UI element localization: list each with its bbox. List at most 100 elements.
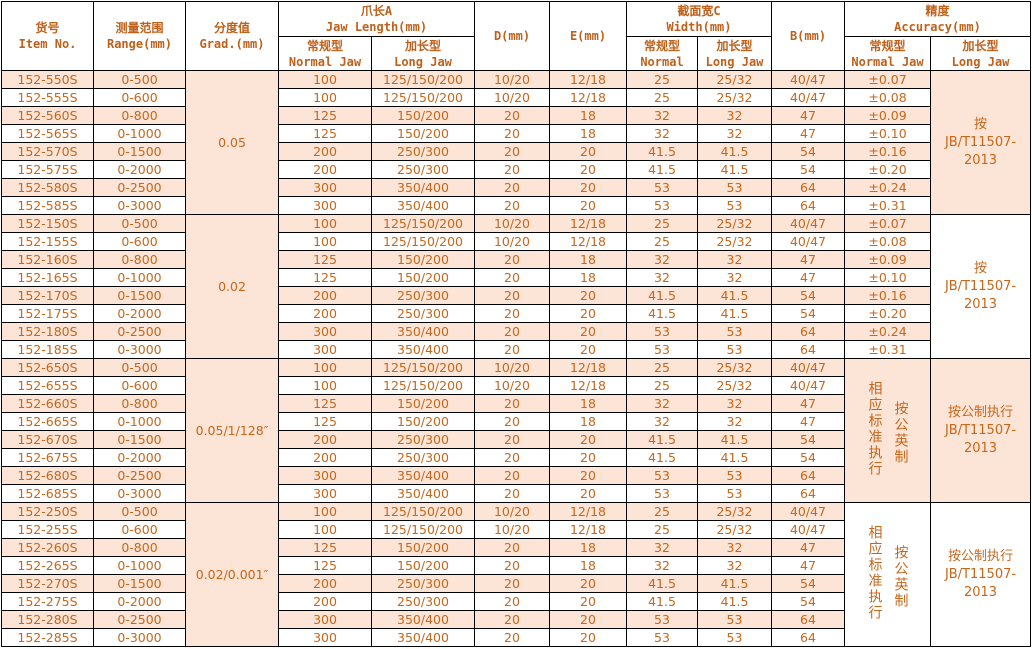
d-value: 20 <box>474 592 550 611</box>
width-long: 32 <box>697 106 772 125</box>
accuracy-normal: ±0.24 <box>844 322 931 341</box>
jaw-long: 150/200 <box>371 538 475 557</box>
width-long: 32 <box>697 124 772 143</box>
jaw-normal: 125 <box>278 124 372 143</box>
table-row: 152-285S 0-3000 300 350/400 20 20 53 53 64 <box>1 628 1031 647</box>
width-normal: 41.5 <box>626 286 698 305</box>
d-value: 20 <box>474 142 550 161</box>
table-row: 152-650S 0-500 0.05/1/128″ 100 125/150/200 10… <box>1 358 1031 503</box>
width-normal: 25 <box>626 88 698 107</box>
accuracy-note-a: 相应标准执行 <box>866 380 883 477</box>
e-value: 12/18 <box>549 70 627 89</box>
d-value: 10/20 <box>474 376 550 395</box>
width-normal: 41.5 <box>626 304 698 323</box>
jaw-long: 150/200 <box>371 412 475 431</box>
width-normal: 32 <box>626 412 698 431</box>
item-no: 152-550S <box>1 70 94 89</box>
header-width-long: 加长型 Long Jaw <box>697 36 772 71</box>
d-value: 20 <box>474 628 550 647</box>
table-row: 152-255S 0-600 100 125/150/200 10/20 12/18 25 2… <box>1 520 1031 539</box>
width-long: 32 <box>697 556 772 575</box>
table-row: 152-280S 0-2500 300 350/400 20 20 53 53 64 <box>1 610 1031 629</box>
e-value: 20 <box>549 628 627 647</box>
range: 0-1000 <box>93 268 186 287</box>
b-value: 54 <box>771 304 845 323</box>
b-value: 64 <box>771 484 845 503</box>
width-normal: 25 <box>626 520 698 539</box>
e-value: 18 <box>549 250 627 269</box>
jaw-long: 125/150/200 <box>371 358 475 377</box>
jaw-normal: 300 <box>278 466 372 485</box>
item-no: 152-655S <box>1 376 94 395</box>
jaw-long: 250/300 <box>371 592 475 611</box>
table-row: 152-180S 0-2500 300 350/400 20 20 53 53 64 ±0.24 <box>1 322 1031 341</box>
jaw-long: 150/200 <box>371 268 475 287</box>
b-value: 47 <box>771 412 845 431</box>
b-value: 64 <box>771 340 845 359</box>
header-grad: 分度值 Grad.(mm) <box>185 1 279 71</box>
accuracy-note-b: 按公英制 <box>892 400 909 465</box>
width-long: 53 <box>697 610 772 629</box>
item-no: 152-250S <box>1 502 94 521</box>
b-value: 47 <box>771 394 845 413</box>
e-value: 12/18 <box>549 232 627 251</box>
b-value: 54 <box>771 574 845 593</box>
jaw-long: 250/300 <box>371 142 475 161</box>
jaw-normal: 200 <box>278 304 372 323</box>
b-value: 40/47 <box>771 70 845 89</box>
header-jaw-normal: 常规型 Normal Jaw <box>278 36 372 71</box>
jaw-long: 250/300 <box>371 160 475 179</box>
accuracy-normal: ±0.16 <box>844 142 931 161</box>
accuracy-normal: ±0.31 <box>844 340 931 359</box>
table-row: 152-560S 0-800 125 150/200 20 18 32 32 47 ±0.09 <box>1 106 1031 125</box>
table-row: 152-150S 0-500 0.02 100 125/150/200 10/20 12/1… <box>1 214 1031 359</box>
b-value: 54 <box>771 160 845 179</box>
jaw-long: 350/400 <box>371 196 475 215</box>
width-long: 25/32 <box>697 70 772 89</box>
table-row: 152-155S 0-600 100 125/150/200 10/20 12/18 25 2… <box>1 232 1031 251</box>
e-value: 18 <box>549 538 627 557</box>
header-e: E(mm) <box>549 1 627 71</box>
e-value: 18 <box>549 394 627 413</box>
b-value: 40/47 <box>771 88 845 107</box>
jaw-normal: 300 <box>278 610 372 629</box>
d-value: 20 <box>474 322 550 341</box>
header-width-normal: 常规型 Normal <box>626 36 698 71</box>
item-no: 152-580S <box>1 178 94 197</box>
e-value: 18 <box>549 106 627 125</box>
b-value: 64 <box>771 610 845 629</box>
item-no: 152-555S <box>1 88 94 107</box>
width-long: 32 <box>697 268 772 287</box>
item-no: 152-285S <box>1 628 94 647</box>
width-long: 25/32 <box>697 232 772 251</box>
width-long: 25/32 <box>697 88 772 107</box>
d-value: 20 <box>474 286 550 305</box>
jaw-normal: 125 <box>278 394 372 413</box>
d-value: 20 <box>474 466 550 485</box>
item-no: 152-265S <box>1 556 94 575</box>
width-long: 32 <box>697 538 772 557</box>
width-normal: 32 <box>626 556 698 575</box>
b-value: 54 <box>771 286 845 305</box>
item-no: 152-185S <box>1 340 94 359</box>
table-row: 152-660S 0-800 125 150/200 20 18 32 32 47 <box>1 394 1031 413</box>
d-value: 10/20 <box>474 502 550 521</box>
e-value: 20 <box>549 430 627 449</box>
jaw-long: 350/400 <box>371 340 475 359</box>
jaw-normal: 125 <box>278 412 372 431</box>
e-value: 12/18 <box>549 214 627 233</box>
table-row: 152-570S 0-1500 200 250/300 20 20 41.5 41.5 54 ±0… <box>1 142 1031 161</box>
e-value: 18 <box>549 556 627 575</box>
header-width: 截面宽C Width(mm) <box>626 1 772 37</box>
item-no: 152-275S <box>1 592 94 611</box>
jaw-normal: 200 <box>278 592 372 611</box>
accuracy-normal: ±0.09 <box>844 106 931 125</box>
range: 0-1500 <box>93 574 186 593</box>
grad: 0.05 <box>185 70 279 215</box>
range: 0-600 <box>93 376 186 395</box>
accuracy-normal: ±0.10 <box>844 124 931 143</box>
item-no: 152-575S <box>1 160 94 179</box>
width-normal: 41.5 <box>626 574 698 593</box>
range: 0-2000 <box>93 160 186 179</box>
header-b: B(mm) <box>771 1 845 71</box>
